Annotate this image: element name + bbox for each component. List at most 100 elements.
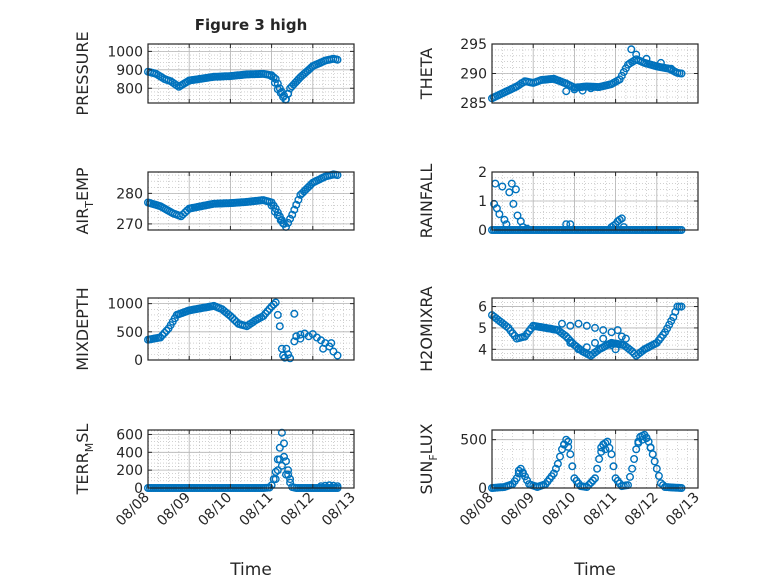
- y-tick-label: 0: [478, 223, 487, 239]
- y-tick-label: 295: [460, 37, 487, 53]
- y-tick-label: 500: [460, 433, 487, 449]
- x-tick-label: 08/12: [622, 490, 662, 530]
- x-tick-label: 08/13: [663, 490, 703, 530]
- x-tick-label: 08/08: [457, 490, 497, 530]
- data-point: [317, 482, 326, 491]
- panel-h2omixra: 4 5 6 H2OMIXRA: [417, 286, 699, 372]
- y-axis-label: SUNFLUX: [417, 423, 440, 494]
- data-point: [284, 466, 293, 475]
- data-point: [271, 298, 280, 307]
- data-point: [642, 433, 651, 442]
- y-axis-label: THETA: [417, 48, 436, 100]
- data-point: [275, 322, 284, 331]
- data-point: [286, 475, 295, 484]
- data-point: [232, 318, 241, 327]
- data-point: [568, 462, 577, 471]
- data-point: [591, 338, 600, 347]
- data-point: [284, 350, 293, 359]
- data-point: [562, 332, 571, 341]
- series-sun-flux: [488, 430, 686, 493]
- data-point: [591, 323, 600, 332]
- x-tick-label: 08/09: [154, 490, 194, 530]
- data-point: [582, 321, 591, 330]
- data-point: [617, 214, 626, 223]
- data-point: [275, 443, 284, 452]
- data-point: [582, 483, 591, 492]
- data-point: [558, 319, 567, 328]
- axes-box: [491, 429, 699, 489]
- data-point: [551, 464, 560, 473]
- data-point: [630, 455, 639, 464]
- axes-box: [147, 43, 355, 104]
- data-point: [578, 86, 587, 95]
- data-point: [156, 333, 165, 342]
- data-point: [333, 55, 342, 64]
- data-point: [597, 443, 606, 452]
- data-point: [296, 330, 305, 339]
- data-point: [599, 334, 608, 343]
- y-tick-label: 4: [478, 342, 487, 358]
- data-point: [290, 309, 299, 318]
- axes-box: [491, 297, 699, 361]
- data-point: [564, 334, 573, 343]
- data-point: [564, 437, 573, 446]
- data-point: [553, 459, 562, 468]
- data-point: [329, 481, 338, 490]
- y-axis-label: MIXDEPTH: [73, 287, 92, 370]
- data-point: [273, 466, 282, 475]
- y-tick-label: 270: [116, 217, 143, 233]
- x-tick-label: 08/11: [581, 490, 621, 530]
- data-point: [495, 210, 504, 219]
- data-point: [502, 322, 511, 331]
- data-point: [597, 447, 606, 456]
- data-point: [263, 307, 272, 316]
- data-point: [512, 474, 521, 483]
- data-point: [593, 464, 602, 473]
- y-axis-label: RAINFALL: [417, 164, 436, 239]
- x-tick-label: 08/11: [237, 490, 277, 530]
- series-pressure: [143, 54, 342, 104]
- data-point: [277, 461, 286, 470]
- x-tick-label: 08/09: [498, 490, 538, 530]
- data-point: [588, 476, 597, 485]
- data-point: [279, 219, 288, 228]
- data-point: [319, 344, 328, 353]
- data-point: [228, 314, 237, 323]
- data-point: [226, 312, 235, 321]
- data-point: [595, 455, 604, 464]
- x-axis-label-left: Time: [229, 560, 272, 580]
- data-point: [599, 326, 608, 335]
- data-point: [284, 89, 293, 98]
- data-point: [627, 45, 636, 54]
- data-point: [509, 199, 518, 208]
- data-point: [288, 210, 297, 219]
- data-point: [321, 481, 330, 490]
- y-tick-label: 0: [134, 481, 143, 497]
- y-tick-label: 1: [478, 194, 487, 210]
- x-tick-label: 08/10: [539, 490, 579, 530]
- data-point: [562, 435, 571, 444]
- data-point: [261, 309, 270, 318]
- data-point: [276, 88, 285, 97]
- y-axis-label: TERRMSL: [73, 424, 96, 496]
- data-point: [574, 319, 583, 328]
- panel-pressure: 800 900 1000 PRESSURE: [73, 31, 355, 116]
- axes-box: [147, 429, 355, 489]
- data-point: [574, 345, 583, 354]
- data-point: [648, 450, 657, 459]
- data-point: [273, 310, 282, 319]
- data-point: [502, 220, 511, 229]
- y-tick-label: 500: [116, 325, 143, 341]
- data-point: [294, 195, 303, 204]
- data-point: [333, 482, 342, 491]
- panel-sun-flux: 0 500 08/08 08/09 08/10 08/11 08/12 08/13 SUNFLU…: [417, 423, 703, 529]
- data-point: [505, 188, 514, 197]
- data-point: [292, 332, 301, 341]
- data-point: [304, 332, 313, 341]
- data-point: [292, 200, 301, 209]
- series-h2omixra: [488, 302, 686, 360]
- data-point: [607, 450, 616, 459]
- data-point: [280, 439, 289, 448]
- data-point: [267, 72, 276, 81]
